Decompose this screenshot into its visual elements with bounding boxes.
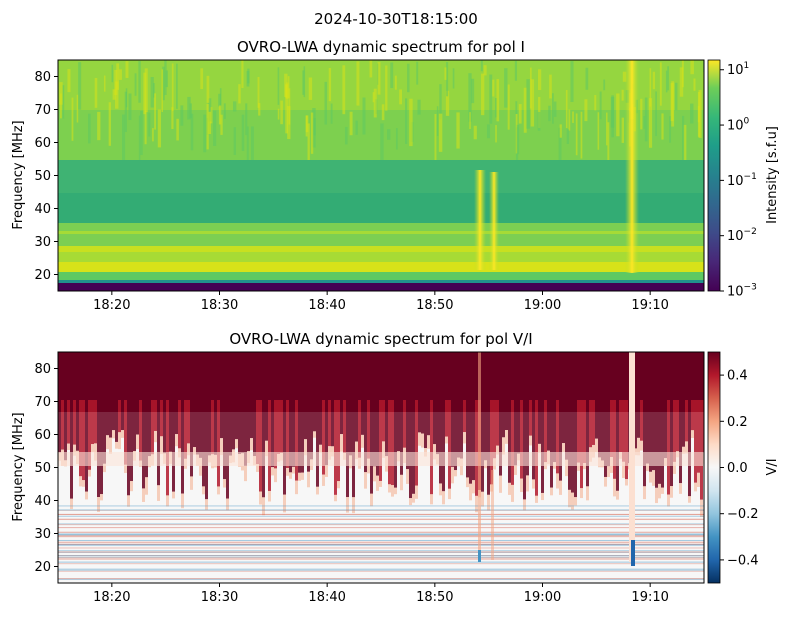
x-tick-label: 18:20 bbox=[93, 590, 130, 605]
panel-1-heatmap bbox=[58, 60, 704, 291]
y-tick-label: 20 bbox=[34, 268, 51, 283]
colorbar-tick-label: 101 bbox=[727, 61, 749, 78]
x-tick-label: 18:30 bbox=[201, 590, 238, 605]
x-tick-label: 18:50 bbox=[416, 590, 453, 605]
colorbar-tick-label: 10−2 bbox=[727, 227, 757, 244]
y-tick-label: 30 bbox=[34, 527, 51, 542]
panel-1-colorbar-label: Intensity [s.f.u] bbox=[765, 126, 780, 224]
colorbar-tick-label: −0.2 bbox=[727, 507, 759, 522]
x-tick-label: 18:50 bbox=[416, 298, 453, 313]
y-tick-label: 40 bbox=[34, 494, 51, 509]
panel-2-heatmap bbox=[58, 352, 704, 583]
x-tick-label: 19:00 bbox=[524, 298, 561, 313]
colorbar-tick-label: 10−3 bbox=[727, 283, 757, 300]
figure-suptitle: 2024-10-30T18:15:00 bbox=[314, 10, 478, 28]
panel-1-ylabel: Frequency [MHz] bbox=[11, 120, 26, 229]
panel-2-x-ticks: 18:20 18:30 18:40 18:50 19:00 19:10 bbox=[93, 583, 669, 605]
colorbar-tick-label: 0.0 bbox=[727, 461, 748, 476]
colorbar-tick-label: 100 bbox=[727, 117, 750, 134]
x-tick-label: 19:10 bbox=[631, 298, 668, 313]
panel-pol-vi: OVRO-LWA dynamic spectrum for pol V/I 20… bbox=[11, 330, 780, 605]
y-tick-label: 40 bbox=[34, 202, 51, 217]
x-tick-label: 18:40 bbox=[308, 590, 345, 605]
panel-2-colorbar: −0.4 −0.2 0.0 0.2 0.4 V/I bbox=[707, 351, 780, 584]
colorbar-tick-label: 10−1 bbox=[727, 172, 757, 189]
panel-2-colorbar-label: V/I bbox=[765, 458, 780, 475]
x-tick-label: 18:30 bbox=[201, 298, 238, 313]
y-tick-label: 50 bbox=[34, 169, 51, 184]
y-tick-label: 50 bbox=[34, 461, 51, 476]
x-tick-label: 19:00 bbox=[524, 590, 561, 605]
panel-2-title: OVRO-LWA dynamic spectrum for pol V/I bbox=[229, 330, 532, 348]
panel-1-x-ticks: 18:20 18:30 18:40 18:50 19:00 19:10 bbox=[93, 291, 669, 313]
colorbar-tick-label: 0.4 bbox=[727, 369, 748, 384]
panel-2-ylabel: Frequency [MHz] bbox=[11, 412, 26, 521]
y-tick-label: 80 bbox=[34, 70, 51, 85]
x-tick-label: 18:40 bbox=[308, 298, 345, 313]
y-tick-label: 30 bbox=[34, 235, 51, 250]
x-tick-label: 19:10 bbox=[631, 590, 668, 605]
y-tick-label: 70 bbox=[34, 395, 51, 410]
y-tick-label: 70 bbox=[34, 103, 51, 118]
panel-1-title: OVRO-LWA dynamic spectrum for pol I bbox=[237, 38, 525, 56]
panel-pol-i: OVRO-LWA dynamic spectrum for pol I bbox=[11, 38, 780, 313]
y-tick-label: 60 bbox=[34, 136, 51, 151]
x-tick-label: 18:20 bbox=[93, 298, 130, 313]
panel-1-y-ticks: 20 30 40 50 60 70 80 bbox=[34, 70, 58, 283]
y-tick-label: 60 bbox=[34, 428, 51, 443]
colorbar-tick-label: −0.4 bbox=[727, 553, 759, 568]
colorbar-tick-label: 0.2 bbox=[727, 415, 748, 430]
panel-2-y-ticks: 20 30 40 50 60 70 80 bbox=[34, 362, 58, 575]
y-tick-label: 80 bbox=[34, 362, 51, 377]
y-tick-label: 20 bbox=[34, 560, 51, 575]
panel-1-colorbar: 10−3 10−2 10−1 100 101 Intensity [s.f.u] bbox=[707, 59, 780, 300]
